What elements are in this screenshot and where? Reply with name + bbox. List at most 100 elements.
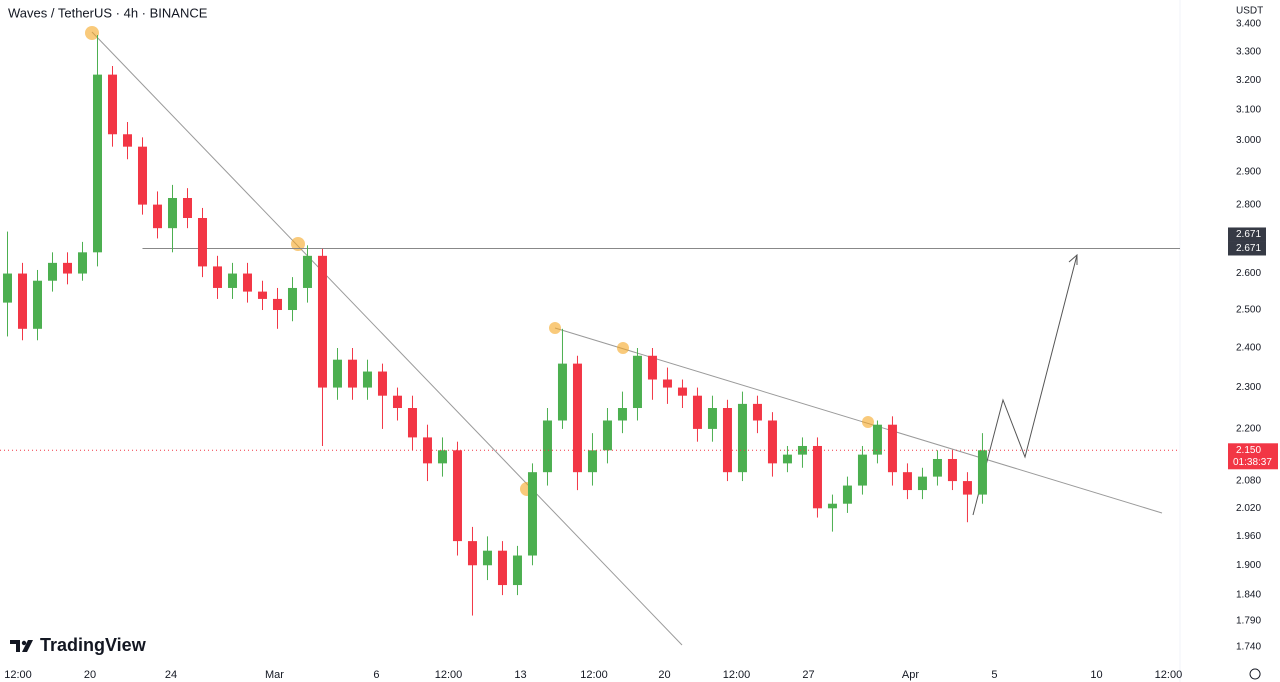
candle-body — [62, 262, 72, 274]
currency-selector[interactable]: USDT — [1236, 6, 1263, 17]
logo-icon — [10, 640, 33, 652]
candle-body — [707, 408, 717, 429]
y-tick-label: 2.800 — [1236, 199, 1261, 210]
y-tick-label: 1.790 — [1236, 615, 1261, 626]
candle-body — [737, 403, 747, 473]
candle-body — [587, 450, 597, 473]
x-tick-label: 13 — [514, 669, 526, 681]
pivot — [549, 322, 561, 334]
candle-body — [482, 550, 492, 566]
candle-body — [302, 255, 312, 288]
y-tick-label: 3.100 — [1236, 105, 1261, 116]
candle-body — [662, 379, 672, 388]
candle-body — [182, 197, 192, 218]
x-tick-label: 27 — [802, 669, 814, 681]
candle-body — [32, 280, 42, 329]
y-tick-label: 3.200 — [1236, 75, 1261, 86]
y-tick-label: 1.840 — [1236, 590, 1261, 601]
candle-body — [617, 408, 627, 421]
countdown-label: 01:38:37 — [1233, 457, 1272, 468]
candle-body — [422, 437, 432, 464]
candle-body — [692, 395, 702, 429]
price-level-badge — [1228, 241, 1266, 256]
y-tick-label: 3.000 — [1236, 135, 1261, 146]
candle-body — [152, 204, 162, 229]
y-tick-label: 2.300 — [1236, 382, 1261, 393]
candle-body — [827, 503, 837, 509]
candle-body — [197, 217, 207, 267]
y-tick-label: 2.900 — [1236, 167, 1261, 178]
candle-body — [782, 454, 792, 464]
candle-body — [167, 197, 177, 229]
candle-body — [812, 445, 822, 509]
candle-body — [542, 420, 552, 473]
x-tick-label: 12:00 — [580, 669, 608, 681]
candle-body — [722, 408, 732, 473]
candle-body — [842, 485, 852, 504]
y-tick-label: 1.900 — [1236, 560, 1261, 571]
y-tick-label: 1.960 — [1236, 531, 1261, 542]
y-tick-label: 3.300 — [1236, 46, 1261, 57]
y-tick-label: 1.740 — [1236, 642, 1261, 653]
candle-body — [107, 74, 117, 135]
candle-body — [242, 273, 252, 292]
candle-body — [872, 424, 882, 455]
pivot — [291, 237, 305, 251]
pivot — [85, 26, 99, 40]
brand-name: TradingView — [40, 635, 147, 655]
candle-body — [632, 355, 642, 409]
x-tick-label: 10 — [1090, 669, 1102, 681]
y-tick-label: 2.020 — [1236, 503, 1261, 514]
candle-body — [467, 541, 477, 566]
arrow-head — [1068, 253, 1078, 265]
candle-body — [77, 252, 87, 274]
candle-body — [317, 255, 327, 388]
candle-body — [347, 359, 357, 388]
price-level-badge — [1228, 227, 1266, 242]
x-tick-label: 12:00 — [1155, 669, 1183, 681]
candle-body — [902, 472, 912, 491]
candle-body — [437, 450, 447, 464]
x-tick-label: 12:00 — [435, 669, 463, 681]
candle-body — [137, 146, 147, 205]
candle-body — [407, 408, 417, 438]
candle-body — [647, 355, 657, 380]
x-tick-label: 12:00 — [4, 669, 32, 681]
y-tick-label: 2.400 — [1236, 343, 1261, 354]
y-tick-label: 2.500 — [1236, 305, 1261, 316]
candle-body — [377, 371, 387, 396]
candle-body — [797, 445, 807, 455]
x-tick-label: 12:00 — [723, 669, 751, 681]
candle-body — [272, 298, 282, 311]
x-tick-label: 5 — [991, 669, 997, 681]
logo-icon — [21, 640, 27, 646]
candle-body — [2, 273, 12, 303]
candle-body — [227, 273, 237, 288]
pivot — [617, 342, 629, 354]
x-tick-label: 20 — [84, 669, 96, 681]
y-tick-label: 2.080 — [1236, 476, 1261, 487]
price-level-label: 2.671 — [1236, 229, 1261, 240]
x-tick-label: 20 — [658, 669, 670, 681]
candle-body — [602, 420, 612, 451]
y-tick-label: 2.200 — [1236, 424, 1261, 435]
candle-body — [452, 450, 462, 542]
candle-body — [257, 291, 267, 299]
settings-icon[interactable] — [1249, 668, 1261, 680]
x-tick-label: Mar — [265, 669, 284, 681]
x-tick-label: 24 — [165, 669, 177, 681]
candle-body — [752, 403, 762, 421]
y-tick-label: 3.400 — [1236, 19, 1261, 30]
candle-body — [962, 481, 972, 495]
candle-body — [527, 472, 537, 556]
candle-body — [17, 273, 27, 329]
candle-body — [557, 363, 567, 421]
candle-body — [392, 395, 402, 409]
chart-title: Waves / TetherUS · 4h · BINANCE — [8, 5, 208, 20]
candle-body — [92, 74, 102, 253]
candle-body — [122, 134, 132, 147]
projection-arrow — [972, 254, 1078, 516]
y-tick-label: 2.600 — [1236, 268, 1261, 279]
pivot-markers — [85, 26, 874, 496]
